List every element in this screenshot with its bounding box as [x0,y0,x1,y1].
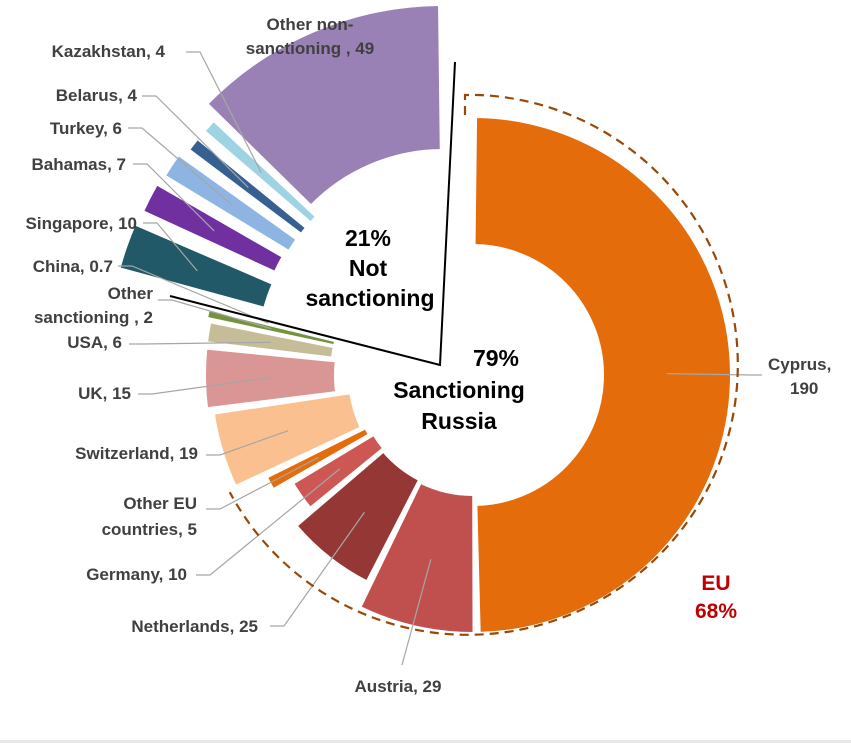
slice-label: Belarus, 4 [56,86,138,105]
slice-label: China, 0.7 [33,257,113,276]
leader-line [118,265,269,324]
leader-line [206,430,289,456]
slice-label: Other non-sanctioning , 49 [246,15,374,58]
slice-other-non-sanctioning [206,4,442,207]
leader-line [129,341,271,345]
slice-usa [205,321,335,359]
slice-label: USA, 6 [67,333,122,352]
eu-label-line2: 68% [695,600,737,623]
slice-label: Cyprus, 190 [768,355,831,398]
slice-label: Other sanctioning , 2 [34,284,153,327]
leader-line [401,559,432,666]
leader-line [142,95,249,188]
slice-austria [359,481,475,635]
slice-label: Turkey, 6 [50,119,122,138]
slice-labels: Cyprus, 190 Austria, 29 Netherlands, 25 Germ… [26,15,832,696]
sanctioning-percent: 79% [473,345,519,371]
eu-dashed-outline [228,93,739,636]
slice-bahamas [141,183,284,274]
slice-label: Germany, 10 [86,565,187,584]
leader-lines [118,51,762,666]
leader-line [158,299,272,330]
slice-label: Switzerland, 19 [75,444,198,463]
slice-label: Other EU countries, 5 [102,494,197,539]
not-sanctioning-label-line1: Not [349,255,388,281]
leader-line [270,511,365,627]
sanctioning-label-line2: Russia [421,408,497,434]
leader-line [666,373,762,376]
segments [118,4,732,635]
slice-label: Singapore, 10 [26,214,137,233]
not-sanctioning-percent: 21% [345,225,391,251]
slice-netherlands [295,450,421,583]
slice-label: Netherlands, 25 [131,617,258,636]
slice-turkey [163,153,298,253]
leader-line [128,127,233,206]
leader-line [186,51,262,173]
slice-label: Kazakhstan, 4 [52,42,166,61]
slice-germany [291,433,385,510]
slice-uk [204,347,338,410]
bottom-border [0,740,851,743]
leader-line [206,456,319,510]
slice-label: Austria, 29 [355,677,442,696]
not-sanctioning-label-line2: sanctioning [305,285,434,311]
slice-singapore [118,223,274,309]
sanctioning-label-line1: Sanctioning [393,377,525,403]
leader-line [143,222,198,272]
leader-line [196,468,341,576]
slice-other-eu-countries [265,427,371,491]
slice-label: UK, 15 [78,384,131,403]
slice-label: Bahamas, 7 [32,155,127,174]
leader-line [138,376,271,395]
group-separator-line [169,61,456,367]
eu-label-line1: EU [701,572,730,595]
slice-switzerland [212,392,362,488]
slice-cyprus [473,116,732,634]
leader-line [133,163,215,232]
